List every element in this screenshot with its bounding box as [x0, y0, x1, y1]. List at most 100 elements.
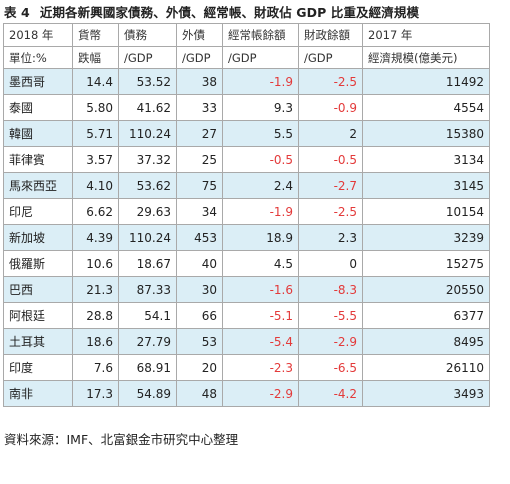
fiscal-cell: -2.5	[298, 68, 363, 95]
ext-cell: 20	[176, 354, 223, 381]
table-row: 泰國 5.80 41.62 33 9.3 -0.9 4554	[3, 94, 490, 121]
gdp-cell: 20550	[362, 276, 490, 303]
debt-cell: 41.62	[118, 94, 177, 121]
table-row: 菲律賓 3.57 37.32 25 -0.5 -0.5 3134	[3, 146, 490, 173]
gdp-cell: 15275	[362, 250, 490, 277]
table-row: 新加坡 4.39 110.24 453 18.9 2.3 3239	[3, 224, 490, 251]
ca-cell: 4.5	[222, 250, 299, 277]
ca-cell: -5.1	[222, 302, 299, 329]
header-cell: 跌幅	[72, 46, 119, 69]
country-cell: 韓國	[3, 120, 73, 147]
fx-cell: 4.39	[72, 224, 119, 251]
fx-cell: 18.6	[72, 328, 119, 355]
debt-cell: 29.63	[118, 198, 177, 225]
table-row: 巴西 21.3 87.33 30 -1.6 -8.3 20550	[3, 276, 490, 303]
gdp-cell: 10154	[362, 198, 490, 225]
fiscal-cell: 0	[298, 250, 363, 277]
table-row: 墨西哥 14.4 53.52 38 -1.9 -2.5 11492	[3, 68, 490, 95]
fiscal-cell: -2.9	[298, 328, 363, 355]
country-cell: 馬來西亞	[3, 172, 73, 199]
country-cell: 墨西哥	[3, 68, 73, 95]
gdp-cell: 26110	[362, 354, 490, 381]
gdp-cell: 8495	[362, 328, 490, 355]
debt-cell: 27.79	[118, 328, 177, 355]
ext-cell: 33	[176, 94, 223, 121]
country-cell: 新加坡	[3, 224, 73, 251]
header-cell: 財政餘額	[298, 23, 363, 47]
fx-cell: 3.57	[72, 146, 119, 173]
source-note: 資料來源：IMF、北富銀金市研究中心整理	[4, 432, 239, 447]
gdp-cell: 3493	[362, 380, 490, 407]
ca-cell: 2.4	[222, 172, 299, 199]
header-cell: 貨幣	[72, 23, 119, 47]
data-table: 2018 年 貨幣 債務 外債 經常帳餘額 財政餘額 2017 年 單位:% 跌…	[3, 23, 490, 407]
country-cell: 巴西	[3, 276, 73, 303]
debt-cell: 68.91	[118, 354, 177, 381]
header-cell: 2018 年	[3, 23, 73, 47]
debt-cell: 18.67	[118, 250, 177, 277]
table-row: 韓國 5.71 110.24 27 5.5 2 15380	[3, 120, 490, 147]
ext-cell: 40	[176, 250, 223, 277]
table-row: 俄羅斯 10.6 18.67 40 4.5 0 15275	[3, 250, 490, 277]
header-cell: 單位:%	[3, 46, 73, 69]
ca-cell: -1.6	[222, 276, 299, 303]
header-row-2: 單位:% 跌幅 /GDP /GDP /GDP /GDP 經濟規模(億美元)	[3, 46, 490, 69]
ext-cell: 453	[176, 224, 223, 251]
table-title: 表 4 近期各新興國家債務、外債、經常帳、財政佔 GDP 比重及經濟規模	[4, 2, 419, 21]
table-body: 墨西哥 14.4 53.52 38 -1.9 -2.5 11492 泰國 5.80 41.62 33…	[3, 68, 490, 407]
gdp-cell: 6377	[362, 302, 490, 329]
fiscal-cell: -2.7	[298, 172, 363, 199]
fx-cell: 28.8	[72, 302, 119, 329]
fiscal-cell: 2	[298, 120, 363, 147]
ca-cell: -2.3	[222, 354, 299, 381]
country-cell: 泰國	[3, 94, 73, 121]
country-cell: 菲律賓	[3, 146, 73, 173]
fiscal-cell: -5.5	[298, 302, 363, 329]
debt-cell: 54.89	[118, 380, 177, 407]
header-row-1: 2018 年 貨幣 債務 外債 經常帳餘額 財政餘額 2017 年	[3, 23, 490, 47]
debt-cell: 110.24	[118, 120, 177, 147]
fx-cell: 5.80	[72, 94, 119, 121]
fx-cell: 10.6	[72, 250, 119, 277]
ca-cell: -0.5	[222, 146, 299, 173]
country-cell: 南非	[3, 380, 73, 407]
country-cell: 印度	[3, 354, 73, 381]
fiscal-cell: -8.3	[298, 276, 363, 303]
fx-cell: 6.62	[72, 198, 119, 225]
fiscal-cell: -4.2	[298, 380, 363, 407]
gdp-cell: 3134	[362, 146, 490, 173]
header-cell: /GDP	[222, 46, 299, 69]
fx-cell: 5.71	[72, 120, 119, 147]
fx-cell: 7.6	[72, 354, 119, 381]
table-row: 印度 7.6 68.91 20 -2.3 -6.5 26110	[3, 354, 490, 381]
ca-cell: -1.9	[222, 198, 299, 225]
ext-cell: 38	[176, 68, 223, 95]
fiscal-cell: 2.3	[298, 224, 363, 251]
gdp-cell: 15380	[362, 120, 490, 147]
header-cell: 經濟規模(億美元)	[362, 46, 490, 69]
header-cell: /GDP	[118, 46, 177, 69]
header-cell: 外債	[176, 23, 223, 47]
fiscal-cell: -0.9	[298, 94, 363, 121]
country-cell: 阿根廷	[3, 302, 73, 329]
country-cell: 俄羅斯	[3, 250, 73, 277]
header-cell: 債務	[118, 23, 177, 47]
header-cell: /GDP	[176, 46, 223, 69]
debt-cell: 87.33	[118, 276, 177, 303]
debt-cell: 53.62	[118, 172, 177, 199]
table-row: 印尼 6.62 29.63 34 -1.9 -2.5 10154	[3, 198, 490, 225]
ext-cell: 48	[176, 380, 223, 407]
debt-cell: 110.24	[118, 224, 177, 251]
ext-cell: 66	[176, 302, 223, 329]
fx-cell: 4.10	[72, 172, 119, 199]
ca-cell: -1.9	[222, 68, 299, 95]
table-row: 馬來西亞 4.10 53.62 75 2.4 -2.7 3145	[3, 172, 490, 199]
fiscal-cell: -0.5	[298, 146, 363, 173]
gdp-cell: 11492	[362, 68, 490, 95]
table-number: 表 4	[4, 5, 30, 20]
header-cell: 2017 年	[362, 23, 490, 47]
header-cell: 經常帳餘額	[222, 23, 299, 47]
gdp-cell: 3145	[362, 172, 490, 199]
debt-cell: 53.52	[118, 68, 177, 95]
table-title-text: 近期各新興國家債務、外債、經常帳、財政佔 GDP 比重及經濟規模	[39, 5, 420, 20]
